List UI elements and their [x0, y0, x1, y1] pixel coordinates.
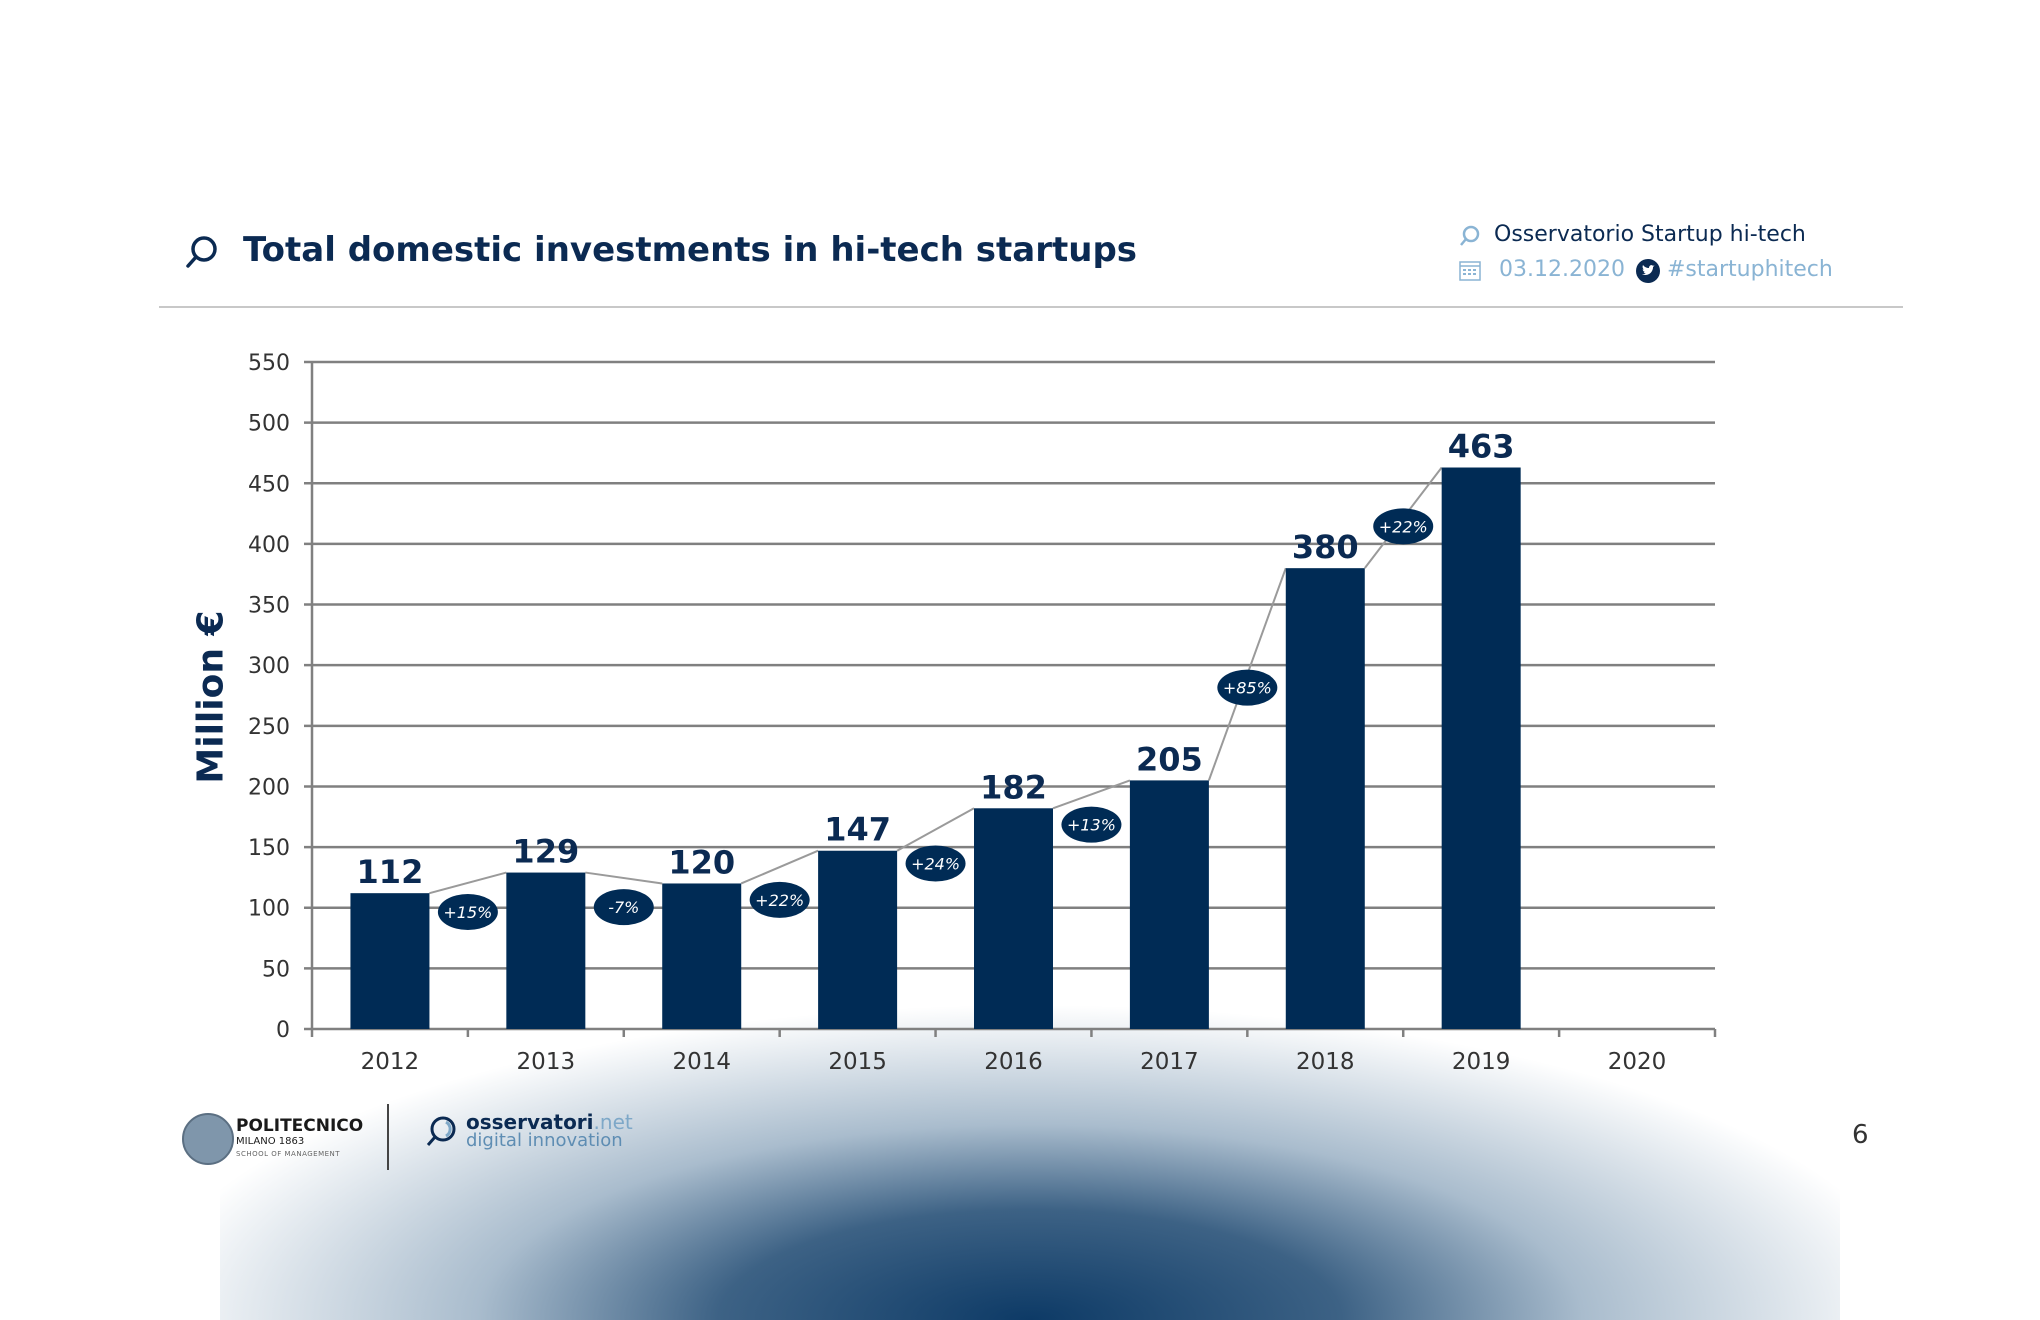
hashtag-label: #startuphitech — [1667, 257, 1833, 282]
magnifier-icon — [186, 236, 217, 268]
data-label: 380 — [1292, 528, 1359, 566]
bar-2018 — [1285, 568, 1365, 1029]
polimi-school: SCHOOL OF MANAGEMENT — [236, 1150, 341, 1158]
bar-2012 — [350, 893, 430, 1029]
growth-connector — [1052, 779, 1131, 810]
header-divider — [159, 306, 1903, 308]
osservatori-domain: .net — [593, 1110, 633, 1134]
data-label: 112 — [357, 853, 424, 891]
growth-badge — [1373, 508, 1434, 545]
bar-2015 — [818, 850, 898, 1029]
x-tick-label: 2016 — [984, 1049, 1043, 1075]
y-tick-label: 450 — [248, 472, 290, 497]
growth-label: +22% — [755, 891, 804, 910]
data-label: 463 — [1448, 428, 1515, 466]
osservatori-logo-icon — [426, 1116, 456, 1146]
x-tick-label: 2017 — [1140, 1049, 1199, 1075]
bar-2016 — [974, 808, 1053, 1029]
polimi-subtitle: MILANO 1863 — [236, 1136, 305, 1147]
growth-badge — [1217, 669, 1278, 706]
magnifier-icon — [1460, 225, 1480, 246]
data-label: 129 — [512, 833, 579, 871]
y-tick-label: 200 — [248, 775, 290, 800]
growth-badge — [749, 881, 810, 918]
calendar-icon — [1459, 261, 1481, 281]
growth-connector — [740, 849, 819, 885]
polimi-seal-logo — [182, 1113, 234, 1165]
osservatori-name: osservatori.net — [466, 1110, 633, 1134]
growth-label: +85% — [1223, 679, 1272, 698]
bar-2013 — [506, 872, 586, 1029]
source-label: Osservatorio Startup hi-tech — [1494, 222, 1806, 247]
growth-label: +24% — [911, 854, 960, 873]
page-number: 6 — [1852, 1120, 1869, 1150]
y-tick-label: 300 — [248, 654, 290, 679]
footer-divider — [387, 1104, 389, 1170]
x-tick-label: 2012 — [361, 1049, 420, 1075]
x-tick-label: 2015 — [828, 1049, 887, 1075]
y-tick-label: 0 — [276, 1018, 290, 1043]
x-tick-label: 2018 — [1296, 1049, 1355, 1075]
x-tick-label: 2019 — [1452, 1049, 1511, 1075]
bar-2014 — [662, 883, 742, 1029]
growth-connector — [896, 807, 975, 852]
polimi-name: POLITECNICO — [236, 1116, 364, 1136]
bar-2017 — [1129, 780, 1209, 1029]
growth-badge — [593, 889, 654, 926]
x-tick-label: 2020 — [1608, 1049, 1667, 1075]
growth-label: +22% — [1379, 517, 1428, 536]
twitter-icon — [1636, 259, 1660, 283]
y-tick-label: 250 — [248, 715, 290, 740]
growth-connector — [429, 871, 507, 895]
growth-label: -7% — [608, 898, 639, 917]
y-tick-label: 50 — [262, 957, 290, 982]
data-label: 120 — [668, 843, 735, 881]
growth-badge — [437, 893, 498, 930]
osservatori-name-text: osservatori — [466, 1110, 594, 1134]
page-title: Total domestic investments in hi-tech st… — [243, 230, 1138, 270]
x-tick-label: 2013 — [517, 1049, 576, 1075]
growth-label: +13% — [1067, 816, 1116, 835]
osservatori-tagline: digital innovation — [466, 1130, 623, 1151]
growth-badge — [905, 845, 966, 882]
x-tick-label: 2014 — [672, 1049, 731, 1075]
growth-badge — [1061, 806, 1122, 843]
y-tick-label: 350 — [248, 594, 290, 619]
y-tick-label: 150 — [248, 836, 290, 861]
y-tick-label: 500 — [248, 412, 290, 437]
bar-chart: 0 50 100 150 200 250 300 350 400 450 500 550 2012 201… — [248, 351, 1717, 1075]
data-label: 182 — [980, 768, 1047, 806]
bar-2019 — [1441, 467, 1521, 1029]
data-label: 147 — [824, 811, 891, 849]
date-label: 03.12.2020 — [1499, 257, 1625, 282]
y-tick-label: 100 — [248, 897, 290, 922]
y-tick-label: 400 — [248, 533, 290, 558]
data-label: 205 — [1136, 740, 1203, 778]
growth-connector — [585, 871, 663, 885]
growth-label: +15% — [443, 903, 492, 922]
y-tick-label: 550 — [248, 351, 290, 376]
